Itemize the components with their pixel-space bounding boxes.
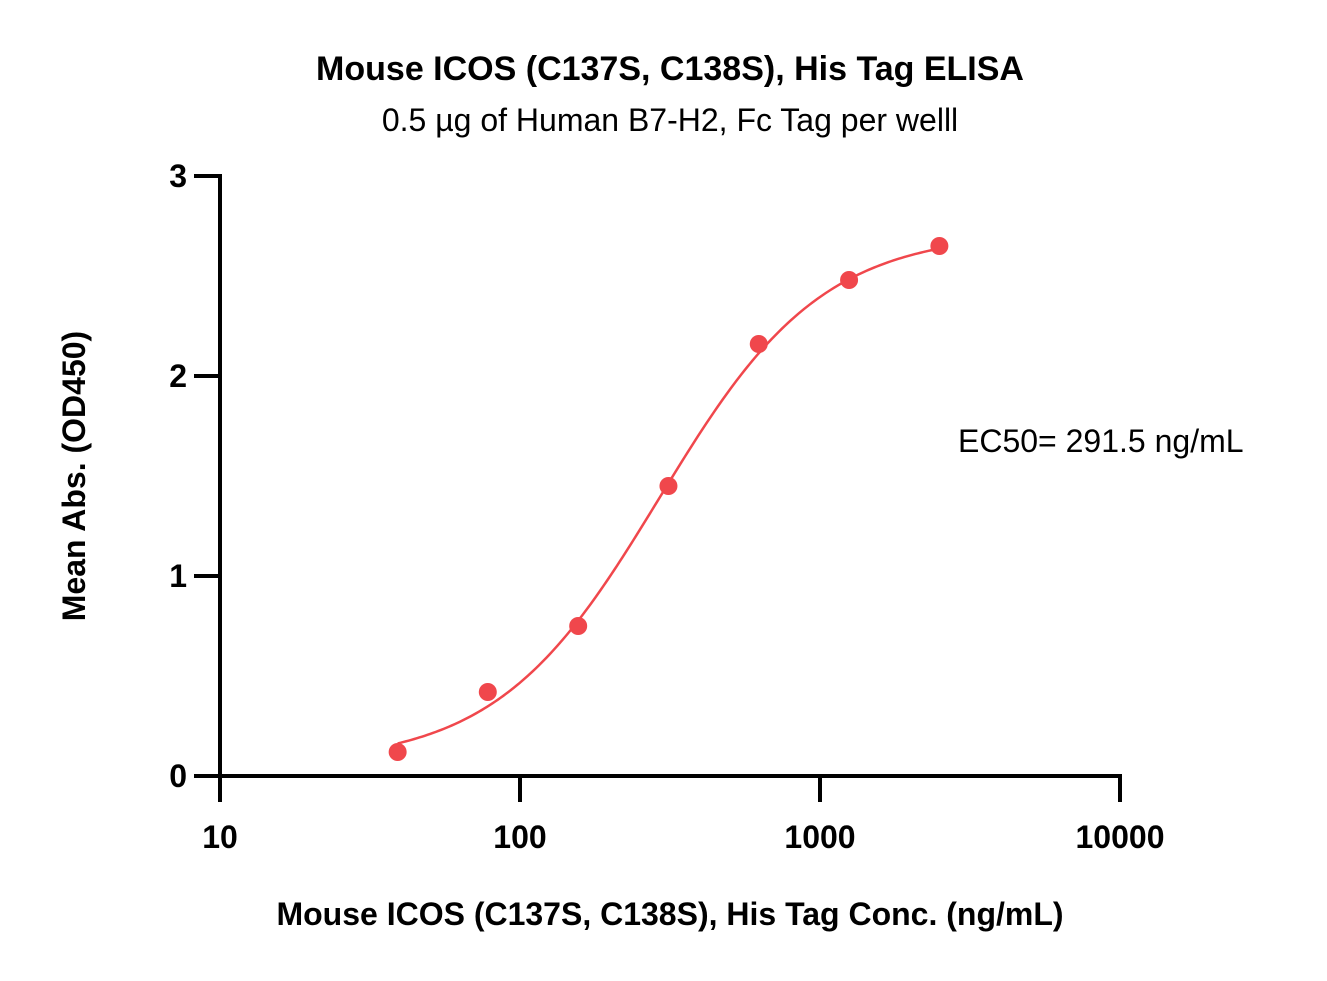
y-tick-label: 3 xyxy=(169,158,187,194)
axes xyxy=(218,174,1122,778)
data-point xyxy=(478,683,497,701)
y-tick-label: 2 xyxy=(169,358,187,394)
data-point xyxy=(749,335,768,353)
y-axis-label: Mean Abs. (OD450) xyxy=(56,331,92,621)
data-point xyxy=(840,271,859,289)
data-point xyxy=(388,743,407,761)
x-tick-label: 10 xyxy=(202,819,238,855)
x-tick-label: 1000 xyxy=(784,819,855,855)
data-point xyxy=(569,617,588,635)
data-point xyxy=(659,477,678,495)
chart-subtitle: 0.5 µg of Human B7-H2, Fc Tag per welll xyxy=(382,102,958,138)
tick-labels: 10 100 1000 10000 0 1 2 3 xyxy=(169,158,1164,855)
tick-marks xyxy=(194,174,1122,802)
x-tick-label: 10000 xyxy=(1076,819,1165,855)
x-axis-label: Mouse ICOS (C137S, C138S), His Tag Conc.… xyxy=(276,896,1063,932)
x-tick-label: 100 xyxy=(493,819,546,855)
data-point xyxy=(930,237,949,255)
data-points xyxy=(388,237,949,761)
y-tick-label: 1 xyxy=(169,558,187,594)
y-tick-label: 0 xyxy=(169,758,187,794)
ec50-annotation: EC50= 291.5 ng/mL xyxy=(958,423,1244,459)
fit-curve xyxy=(397,247,940,745)
chart-title: Mouse ICOS (C137S, C138S), His Tag ELISA xyxy=(316,50,1024,88)
